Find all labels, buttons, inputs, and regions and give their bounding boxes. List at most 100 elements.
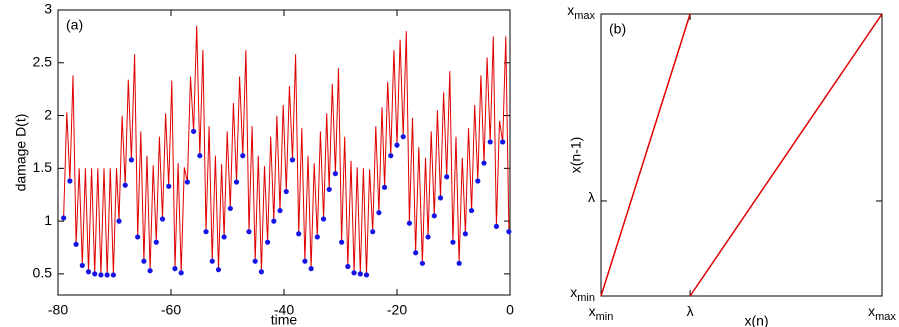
tick-label: λ	[588, 189, 595, 205]
plot-frame	[600, 13, 883, 297]
minimum-dot	[166, 183, 172, 189]
tick-label-main: x	[868, 303, 875, 319]
tick-label: 1	[44, 212, 52, 228]
minimum-dot	[135, 234, 141, 240]
tick-label: -60	[161, 302, 181, 318]
tick-label-main: x	[570, 284, 577, 300]
minimum-dot	[240, 153, 246, 159]
minimum-dot	[425, 234, 431, 240]
minimum-dot	[67, 178, 73, 184]
minimum-dot	[277, 207, 283, 214]
tick-label: 3	[44, 1, 52, 17]
x-axis-label: time	[271, 312, 298, 327]
minimum-dot	[493, 223, 500, 229]
tick-label-sub: min	[596, 311, 614, 323]
minimum-dot	[370, 229, 376, 235]
minimum-dot	[339, 239, 345, 245]
minimum-dot	[98, 272, 104, 278]
minimum-dot	[481, 160, 487, 166]
minimum-dot	[221, 234, 227, 240]
minimum-dot	[147, 268, 153, 274]
y-axis-label: damage D(t)	[13, 114, 29, 192]
tick-label: xmin	[570, 284, 595, 304]
minimum-dot	[351, 270, 357, 276]
minimum-dot	[73, 241, 79, 247]
minimum-dot	[419, 260, 426, 266]
minimum-dot	[332, 171, 339, 177]
minimum-dot	[92, 271, 98, 277]
minimum-dot	[289, 157, 296, 163]
tick-label-sub: max	[574, 10, 595, 22]
minimum-dot	[450, 239, 456, 245]
minimum-dot	[258, 269, 264, 275]
tick-label-sub: max	[875, 311, 896, 323]
minimum-dot	[271, 218, 277, 224]
tick-label: 0	[506, 302, 514, 318]
minimum-dot	[184, 179, 190, 185]
minimum-dot	[61, 215, 67, 221]
minimum-dot	[178, 270, 184, 276]
minimum-dot	[431, 213, 437, 219]
minimum-dot	[215, 267, 222, 273]
tick-label-main: λ	[687, 303, 694, 319]
tick-label-main: x	[567, 2, 574, 18]
minimum-dot	[388, 153, 394, 159]
minimum-dot	[413, 250, 419, 256]
minimum-dot	[128, 157, 135, 163]
x-axis-label: x(n)	[744, 313, 768, 327]
tick-label: xmax	[868, 303, 896, 323]
minimum-dot	[233, 179, 240, 185]
minimum-dot	[468, 207, 475, 214]
minimum-dot	[252, 258, 258, 264]
minimum-dot	[227, 205, 233, 212]
tick-label: 2.5	[33, 53, 53, 69]
minimum-dot	[456, 260, 462, 266]
minimum-dot	[406, 220, 413, 226]
y-axis-label: x(n-1)	[568, 137, 584, 174]
tick-label-sub: min	[577, 292, 595, 304]
minimum-dot	[104, 272, 110, 278]
tick-label: 1.5	[33, 159, 53, 175]
minimum-dot	[110, 272, 116, 278]
minimum-dot	[357, 271, 363, 277]
minimum-dot	[197, 153, 203, 159]
minimum-dot	[172, 266, 178, 272]
minimum-dot	[296, 231, 302, 237]
tick-label: λ	[687, 303, 694, 319]
tick-label: -40	[274, 302, 294, 318]
minimum-dot	[122, 182, 128, 188]
minimum-dot	[487, 139, 493, 145]
panel-label: (a)	[66, 17, 83, 33]
minimum-dot	[116, 218, 122, 224]
minimum-dot	[345, 263, 351, 270]
minimum-dot	[209, 258, 215, 264]
minimum-dot	[462, 231, 468, 237]
map-line	[600, 13, 691, 297]
minimum-dot	[506, 229, 512, 235]
tick-label-main: x	[589, 303, 596, 319]
minimum-dot	[265, 239, 271, 245]
tick-label: -20	[387, 302, 407, 318]
minimum-dot	[363, 272, 370, 278]
minimum-dot	[394, 142, 400, 148]
map-line	[689, 13, 883, 297]
minimum-dot	[153, 239, 159, 245]
minimum-dot	[326, 186, 332, 193]
tick-label-main: λ	[588, 189, 595, 205]
minimum-dot	[246, 229, 252, 235]
minimum-dot	[500, 139, 506, 145]
minimum-dot	[159, 216, 166, 222]
minimum-dot	[437, 195, 444, 201]
minimum-dot	[283, 188, 289, 195]
minimum-dot	[191, 128, 197, 134]
minimum-dot	[203, 229, 209, 235]
minimum-dot	[141, 258, 147, 264]
damage-line	[63, 25, 510, 275]
tick-label: 2	[44, 106, 52, 122]
panel-label: (b)	[609, 21, 626, 37]
minimum-dot	[400, 134, 406, 140]
minimum-dot	[444, 174, 450, 180]
minimum-dot	[79, 262, 85, 269]
minimum-dot	[475, 178, 481, 184]
